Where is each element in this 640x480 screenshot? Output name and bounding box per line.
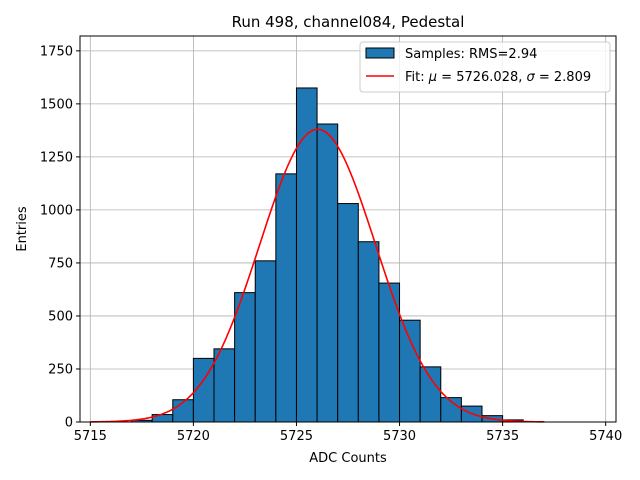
y-tick-label: 1500 [40, 97, 73, 112]
fit-curve [90, 128, 544, 423]
x-tick-label: 5735 [486, 429, 519, 444]
histogram-bar [275, 173, 297, 423]
y-tick-label: 500 [48, 309, 73, 324]
legend-fit-prefix: Fit: [405, 70, 429, 85]
histogram-bar [337, 203, 359, 423]
y-tick-label: 1250 [40, 150, 73, 165]
y-axis-ticks: 0 250 500 750 1000 1250 1500 1750 [40, 44, 80, 431]
legend-swatch-samples [365, 47, 395, 59]
legend-fit-mu-symbol: μ [428, 70, 437, 85]
legend-label-samples: Samples: RMS=2.94 [405, 47, 537, 62]
x-axis-label: ADC Counts [309, 451, 387, 466]
histogram-bar [399, 319, 421, 423]
y-axis-label: Entries [15, 206, 30, 252]
legend-fit-mu-value: = 5726.028, [437, 70, 526, 85]
x-tick-label: 5730 [383, 429, 416, 444]
x-axis-ticks: 5715 5720 5725 5730 5735 5740 [74, 422, 622, 444]
histogram-bar [419, 366, 442, 423]
histogram-bar [357, 241, 380, 423]
y-tick-label: 250 [48, 362, 73, 377]
y-tick-label: 1000 [40, 203, 73, 218]
x-tick-label: 5720 [177, 429, 210, 444]
legend-box [359, 41, 611, 93]
chart-title: Run 498, channel084, Pedestal [232, 13, 465, 31]
legend-label-fit: Fit: μ = 5726.028, σ = 2.809 [405, 70, 591, 85]
histogram-bars [131, 87, 545, 423]
histogram-bar [254, 260, 277, 423]
x-tick-label: 5725 [280, 429, 313, 444]
histogram-bar [295, 87, 318, 423]
legend-fit-sigma-value: = 2.809 [535, 70, 591, 85]
fit-curve-group [90, 128, 544, 423]
x-tick-label: 5740 [589, 429, 622, 444]
histogram-bar [316, 123, 339, 423]
legend-fit-sigma-symbol: σ [527, 70, 536, 85]
x-tick-label: 5715 [74, 429, 107, 444]
y-tick-label: 750 [48, 256, 73, 271]
histogram-bar [234, 292, 256, 423]
y-tick-label: 1750 [40, 44, 73, 59]
legend: Samples: RMS=2.94 Fit: μ = 5726.028, σ =… [359, 41, 611, 93]
histogram-bar [213, 348, 236, 423]
y-tick-label: 0 [65, 416, 73, 431]
plot-frame [79, 35, 617, 423]
